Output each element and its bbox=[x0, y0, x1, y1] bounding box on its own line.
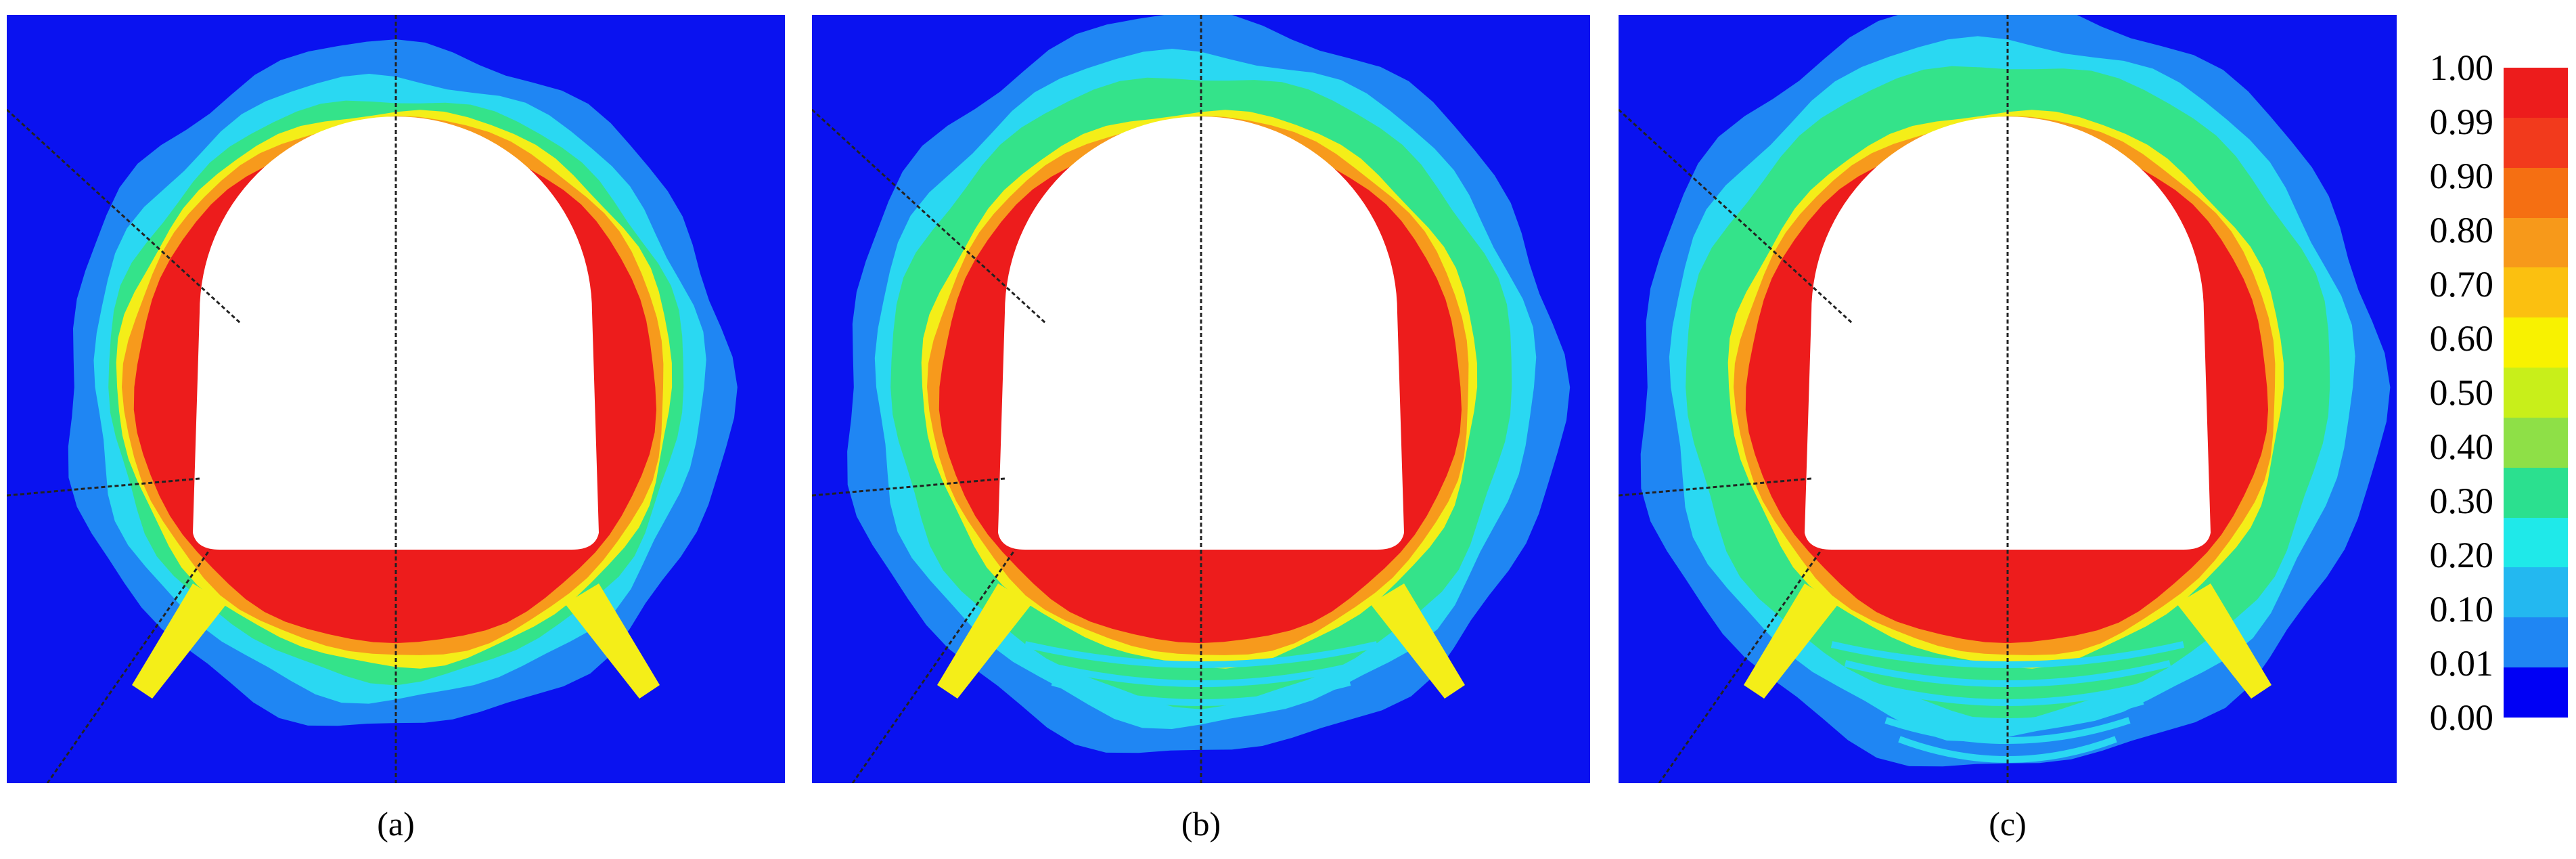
damage-band bbox=[1898, 736, 2117, 763]
legend-tick: 0.30 bbox=[2429, 481, 2494, 521]
legend-swatch bbox=[2504, 567, 2568, 618]
right-foot-crack bbox=[1370, 583, 1465, 699]
right-foot-crack bbox=[2177, 583, 2272, 699]
damage-band bbox=[1037, 660, 1365, 687]
caption-c: (c) bbox=[1989, 805, 2027, 843]
damage-contour-a bbox=[7, 15, 785, 783]
contour-panel-c bbox=[1619, 15, 2397, 783]
diagonal-monitor-line bbox=[1619, 108, 1853, 324]
right-foot-crack bbox=[565, 583, 660, 699]
horizontal-monitor-line bbox=[1619, 477, 1812, 497]
lower-monitor-line bbox=[851, 549, 1016, 783]
legend-swatch bbox=[2504, 517, 2568, 568]
legend-swatch bbox=[2504, 68, 2568, 118]
legend-swatch bbox=[2504, 667, 2568, 718]
legend-tick: 0.99 bbox=[2429, 102, 2494, 142]
legend-tick: 0.20 bbox=[2429, 535, 2494, 575]
color-legend: 1.00 0.99 0.90 0.80 0.70 0.60 0.50 0.40 … bbox=[2409, 49, 2571, 736]
damage-contour-c bbox=[1619, 15, 2397, 783]
legend-tick: 0.01 bbox=[2429, 643, 2494, 684]
damage-band bbox=[1844, 660, 2171, 687]
legend-swatch bbox=[2504, 417, 2568, 468]
caption-b: (b) bbox=[1181, 805, 1221, 843]
legend-tick: 0.40 bbox=[2429, 426, 2494, 467]
left-foot-crack bbox=[132, 583, 227, 699]
lower-monitor-line bbox=[1658, 549, 1823, 783]
lower-monitor-line bbox=[46, 549, 211, 783]
legend-swatch bbox=[2504, 267, 2568, 318]
legend-swatch bbox=[2504, 368, 2568, 418]
legend-swatch bbox=[2504, 117, 2568, 168]
legend-tick: 0.10 bbox=[2429, 589, 2494, 630]
legend-swatch bbox=[2504, 317, 2568, 368]
horizontal-monitor-line bbox=[812, 477, 1005, 497]
legend-tick: 0.80 bbox=[2429, 210, 2494, 250]
legend-swatch bbox=[2504, 167, 2568, 218]
diagonal-monitor-line bbox=[7, 108, 242, 324]
legend-tick: 1.00 bbox=[2429, 47, 2494, 88]
legend-tick: 0.60 bbox=[2429, 318, 2494, 359]
legend-color-bar bbox=[2504, 68, 2568, 718]
legend-swatch bbox=[2504, 467, 2568, 518]
legend-tick: 0.70 bbox=[2429, 264, 2494, 305]
legend-tick: 0.00 bbox=[2429, 697, 2494, 738]
damage-contour-b bbox=[812, 15, 1590, 783]
legend-swatch bbox=[2504, 617, 2568, 668]
contour-panel-b bbox=[812, 15, 1590, 783]
legend-tick: 0.90 bbox=[2429, 156, 2494, 196]
horizontal-monitor-line bbox=[7, 477, 200, 497]
left-foot-crack bbox=[1744, 583, 1838, 699]
caption-a: (a) bbox=[377, 805, 415, 843]
contour-panel-a bbox=[7, 15, 785, 783]
legend-tick: 0.50 bbox=[2429, 372, 2494, 413]
legend-swatch bbox=[2504, 217, 2568, 268]
left-foot-crack bbox=[937, 583, 1032, 699]
diagonal-monitor-line bbox=[812, 108, 1047, 324]
